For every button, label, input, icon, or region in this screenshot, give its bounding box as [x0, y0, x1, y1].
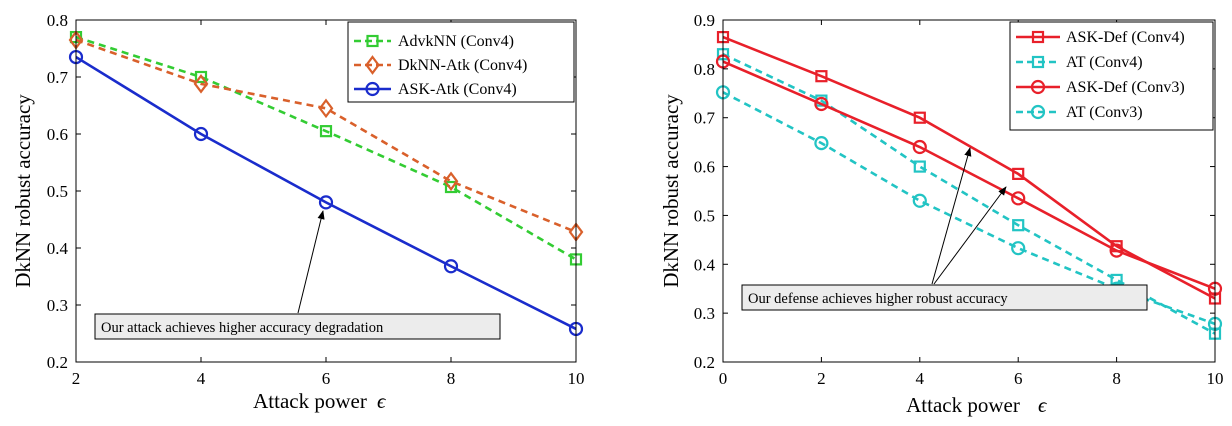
x-axis-symbol-right: ϵ — [1038, 393, 1048, 417]
y-tick-label-left-1: 0.3 — [47, 296, 68, 315]
legend-right: ASK-Def (Conv4) AT (Conv4) ASK-Def (Conv3)… — [1009, 21, 1214, 131]
legend-label-right-2: ASK-Def (Conv3) — [1066, 79, 1185, 96]
y-tick-label-left-4: 0.6 — [47, 125, 68, 144]
axes-frame-right — [722, 19, 1216, 363]
legend-label-left-2: ASK-Atk (Conv4) — [398, 81, 517, 98]
series-line-right-0 — [722, 35, 1216, 300]
data-point-left-1-2 — [318, 98, 334, 119]
data-point-left-2-2 — [318, 195, 334, 210]
legend-label-right-1: AT (Conv4) — [1066, 54, 1143, 71]
y-tick-label-right-1: 0.3 — [694, 304, 715, 323]
data-point-left-2-3 — [443, 259, 459, 274]
annotation-box-right — [741, 284, 1148, 311]
data-point-left-1-1 — [193, 74, 209, 94]
ticks-right: 0 2 4 6 8 10 0.2 0.3 0.4 0.5 0.6 0.7 0.8 0.9 — [694, 11, 1224, 388]
chart-right: 0 2 4 6 8 10 0.2 0.3 0.4 0.5 0.6 0.7 0.8 0.9 Attack p… — [659, 11, 1224, 417]
y-tick-label-left-2: 0.4 — [47, 239, 69, 258]
x-axis-symbol-left: ϵ — [377, 389, 387, 413]
x-tick-label-left-2: 6 — [322, 369, 331, 388]
data-point-right-0-1 — [815, 70, 828, 83]
y-tick-label-right-6: 0.8 — [694, 60, 715, 79]
y-axis-label-left: DkNN robust accuracy — [11, 94, 35, 288]
legend-item-right-2: ASK-Def (Conv3) — [1016, 79, 1185, 96]
annotation-text-left: Our attack achieves higher accuracy degr… — [101, 320, 384, 336]
data-point-left-0-2 — [319, 125, 333, 138]
x-axis-label-right: Attack power — [906, 393, 1020, 417]
y-tick-label-right-7: 0.9 — [694, 11, 715, 30]
legend-label-right-3: AT (Conv3) — [1066, 104, 1143, 121]
legend-label-left-0: AdvkNN (Conv4) — [398, 33, 514, 50]
data-point-right-2-4 — [1109, 243, 1124, 258]
data-point-right-3-3 — [1011, 241, 1026, 256]
annotation-arrow-right-1 — [931, 147, 972, 285]
data-point-right-1-3 — [1012, 219, 1025, 232]
legend-item-left-2: ASK-Atk (Conv4) — [354, 81, 517, 98]
x-tick-label-right-3: 6 — [1014, 369, 1023, 388]
legend-item-right-1: AT (Conv4) — [1016, 54, 1143, 71]
legend-left: AdvkNN (Conv4) DkNN-Atk (Conv4) ASK-Atk (C… — [347, 21, 575, 103]
legend-label-right-0: ASK-Def (Conv4) — [1066, 29, 1185, 46]
y-tick-label-left-5: 0.7 — [47, 68, 69, 87]
series-line-right-2 — [722, 60, 1216, 290]
legend-swatch-marker-right-3 — [1030, 104, 1046, 120]
data-point-left-2-1 — [193, 126, 209, 142]
data-point-left-0-3 — [444, 180, 458, 194]
data-point-right-0-3 — [1012, 167, 1025, 180]
y-tick-label-left-3: 0.5 — [47, 182, 68, 201]
y-tick-label-right-4: 0.6 — [694, 158, 715, 177]
x-tick-label-right-4: 8 — [1112, 369, 1121, 388]
x-tick-label-right-2: 4 — [916, 369, 925, 388]
data-point-right-2-3 — [1011, 191, 1026, 206]
legend-swatch-marker-left-0 — [366, 34, 379, 48]
legend-swatch-marker-right-2 — [1030, 79, 1046, 95]
legend-swatch-marker-left-2 — [365, 81, 380, 97]
y-tick-label-left-0: 0.2 — [47, 353, 68, 372]
data-point-right-2-1 — [814, 96, 829, 112]
annotation-arrow-left — [297, 210, 325, 314]
x-tick-label-right-1: 2 — [817, 369, 826, 388]
legend-item-left-0: AdvkNN (Conv4) — [354, 33, 514, 50]
series-line-left-0 — [75, 35, 577, 261]
data-point-right-1-2 — [913, 160, 926, 173]
x-tick-label-left-4: 10 — [568, 369, 585, 388]
legend-swatch-marker-left-1 — [365, 55, 380, 75]
y-tick-label-left-6: 0.8 — [47, 11, 68, 30]
annotation-text-right: Our defense achieves higher robust accur… — [748, 291, 1008, 307]
x-axis-label-left: Attack power — [253, 389, 367, 413]
legend-label-left-1: DkNN-Atk (Conv4) — [398, 57, 527, 74]
x-tick-label-left-1: 4 — [197, 369, 206, 388]
data-point-right-3-1 — [814, 136, 829, 151]
legend-item-left-1: DkNN-Atk (Conv4) — [354, 55, 527, 75]
y-tick-label-right-3: 0.5 — [694, 206, 715, 225]
y-tick-label-right-2: 0.4 — [694, 255, 716, 274]
x-tick-label-left-3: 8 — [447, 369, 456, 388]
data-point-left-0-1 — [194, 70, 208, 84]
x-tick-label-left-0: 2 — [72, 369, 81, 388]
legend-item-right-3: AT (Conv3) — [1016, 104, 1143, 121]
data-point-right-3-2 — [912, 193, 927, 208]
legend-swatch-marker-right-1 — [1031, 55, 1045, 69]
y-tick-label-right-5: 0.7 — [694, 109, 716, 128]
annotation-arrow-right-2 — [933, 186, 1007, 285]
legend-swatch-marker-right-0 — [1031, 30, 1045, 44]
legend-item-right-0: ASK-Def (Conv4) — [1016, 29, 1185, 46]
x-tick-label-right-0: 0 — [719, 369, 728, 388]
ticks-left: 2 4 6 8 10 0.2 0.3 0.4 0.5 0.6 0.7 0.8 — [47, 11, 585, 388]
data-point-left-1-3 — [443, 171, 459, 192]
series-line-left-2 — [75, 55, 577, 331]
data-point-right-0-2 — [913, 111, 926, 124]
y-axis-label-right: DkNN robust accuracy — [659, 94, 683, 288]
data-point-right-2-2 — [912, 139, 927, 155]
series-line-left-1 — [75, 38, 577, 234]
chart-left: 2 4 6 8 10 0.2 0.3 0.4 0.5 0.6 0.7 0.8 Attack power… — [11, 11, 585, 413]
x-tick-label-right-5: 10 — [1207, 369, 1224, 388]
y-tick-label-right-0: 0.2 — [694, 353, 715, 372]
annotation-box-left — [94, 313, 501, 340]
